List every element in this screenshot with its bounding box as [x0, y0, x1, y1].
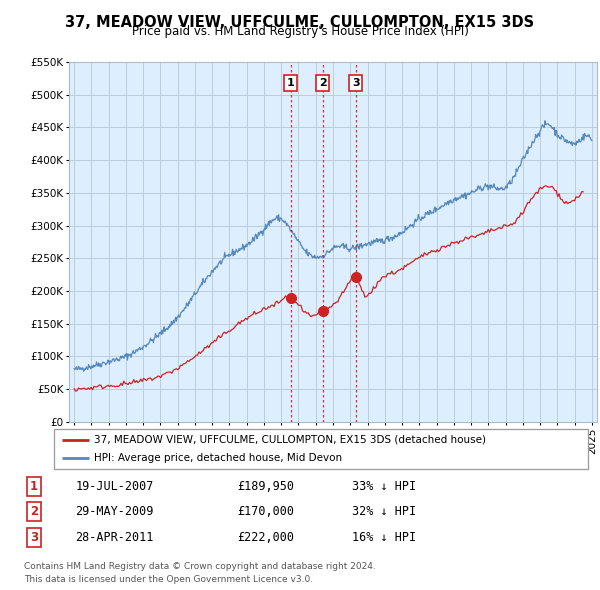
Text: 19-JUL-2007: 19-JUL-2007 [76, 480, 154, 493]
Text: 2: 2 [319, 78, 326, 88]
Text: This data is licensed under the Open Government Licence v3.0.: This data is licensed under the Open Gov… [24, 575, 313, 584]
Text: 28-APR-2011: 28-APR-2011 [76, 531, 154, 544]
Text: £222,000: £222,000 [237, 531, 294, 544]
Text: 3: 3 [30, 531, 38, 544]
Text: 1: 1 [30, 480, 38, 493]
Text: 37, MEADOW VIEW, UFFCULME, CULLOMPTON, EX15 3DS: 37, MEADOW VIEW, UFFCULME, CULLOMPTON, E… [65, 15, 535, 30]
Text: 29-MAY-2009: 29-MAY-2009 [76, 505, 154, 519]
Text: 2: 2 [30, 505, 38, 519]
Text: Contains HM Land Registry data © Crown copyright and database right 2024.: Contains HM Land Registry data © Crown c… [24, 562, 376, 571]
Text: 32% ↓ HPI: 32% ↓ HPI [352, 505, 416, 519]
Text: £189,950: £189,950 [237, 480, 294, 493]
Text: Price paid vs. HM Land Registry's House Price Index (HPI): Price paid vs. HM Land Registry's House … [131, 25, 469, 38]
FancyBboxPatch shape [54, 429, 588, 469]
Text: £170,000: £170,000 [237, 505, 294, 519]
Text: 33% ↓ HPI: 33% ↓ HPI [352, 480, 416, 493]
Text: HPI: Average price, detached house, Mid Devon: HPI: Average price, detached house, Mid … [94, 453, 342, 463]
Text: 3: 3 [352, 78, 359, 88]
Text: 37, MEADOW VIEW, UFFCULME, CULLOMPTON, EX15 3DS (detached house): 37, MEADOW VIEW, UFFCULME, CULLOMPTON, E… [94, 435, 486, 445]
Text: 1: 1 [287, 78, 295, 88]
Text: 16% ↓ HPI: 16% ↓ HPI [352, 531, 416, 544]
